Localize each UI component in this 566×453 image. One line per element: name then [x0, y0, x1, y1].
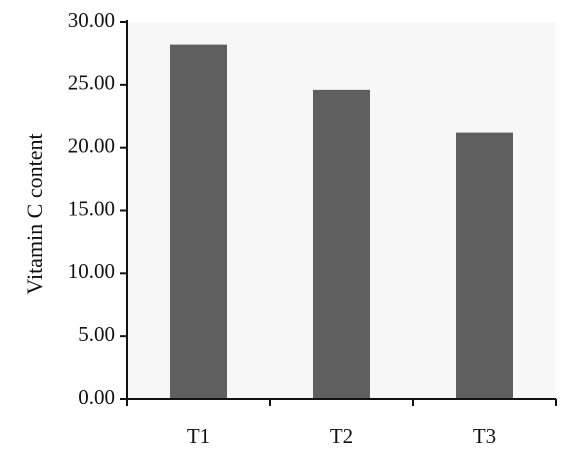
y-tick-label: 30.00 — [68, 8, 115, 32]
y-tick-label: 25.00 — [68, 71, 115, 95]
x-tick-label-t3: T3 — [473, 424, 496, 448]
x-tick-label-t2: T2 — [330, 424, 353, 448]
bar-t3 — [456, 132, 513, 399]
y-ticks-group: 0.00 5.00 10.00 15.00 20.00 25.00 30.00 — [68, 8, 127, 409]
bar-t2 — [313, 89, 370, 400]
y-tick-label: 5.00 — [78, 322, 115, 346]
y-tick-label: 15.00 — [68, 196, 115, 220]
bar-t1 — [170, 44, 227, 400]
x-tick-label-t1: T1 — [187, 424, 210, 448]
x-ticks-group: T1 T2 T3 — [126, 399, 557, 448]
y-tick-label: 20.00 — [68, 133, 115, 157]
y-axis-label: Vitamin C content — [22, 133, 47, 294]
y-tick-label: 0.00 — [78, 385, 115, 409]
bars-group — [170, 44, 513, 400]
y-tick-label: 10.00 — [68, 259, 115, 283]
